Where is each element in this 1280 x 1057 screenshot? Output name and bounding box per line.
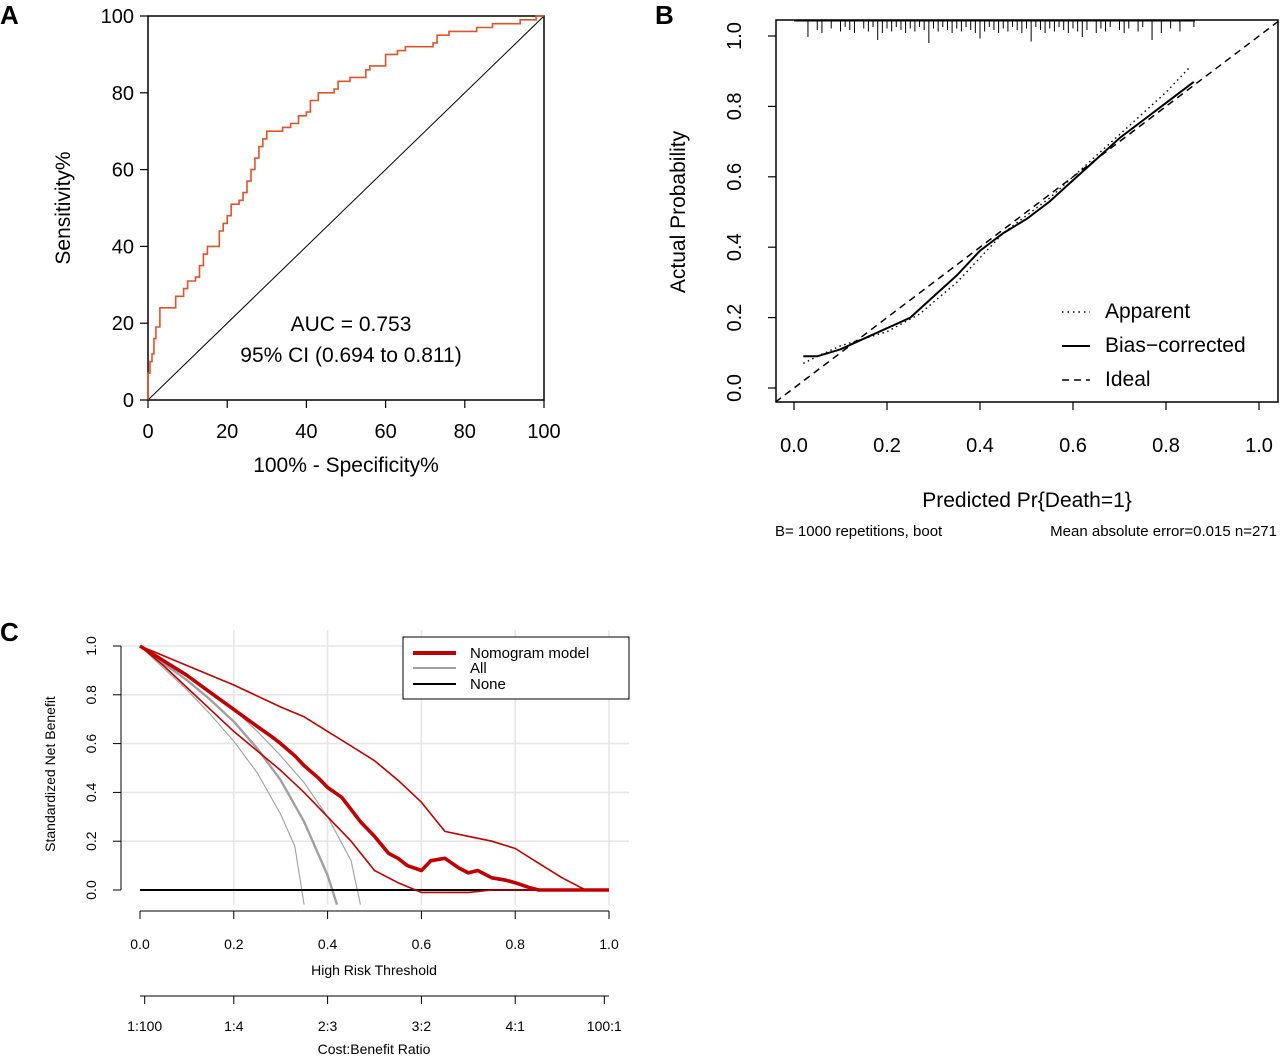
roc-x-tick-label: 100 [527,421,560,443]
dca-x-tick-label: 0.8 [505,936,525,952]
dca-y-axis-label: Standardized Net Benefit [42,696,58,852]
dca-x-tick-label: 0.2 [224,936,244,952]
dca-legend: Nomogram model All None [402,636,630,700]
roc-y-tick-label: 100 [101,6,134,28]
dca-y-tick-label: 0.6 [83,734,99,754]
dca-x-axis-label: High Risk Threshold [311,962,437,978]
calibration-x-tick-label: 0.4 [966,435,994,457]
roc-x-tick-label: 80 [454,421,476,443]
panel-label-a: A [0,0,19,30]
dca-cost-axis-label: Cost:Benefit Ratio [318,1041,431,1057]
dca-y-tick-label: 0.8 [83,685,99,705]
roc-auc-annotation: AUC = 0.753 [291,313,412,336]
dca-y-tick-label: 1.0 [83,636,99,656]
calibration-chart: 0.0 0.2 0.4 0.6 0.8 1.0 0.0 0.2 0.4 0.6 0.8 1.0 Pr… [667,19,1279,540]
calibration-x-axis-label: Predicted Pr{Death=1} [922,489,1132,512]
roc-x-tick-label: 40 [295,421,317,443]
dca-cost-tick-label: 3:2 [412,1018,432,1034]
panel-label-c: C [0,617,19,647]
roc-curve [147,15,544,400]
roc-x-tick-label: 0 [142,421,153,443]
dca-y-tick-label: 0.4 [83,782,99,802]
calibration-y-tick-label: 0.4 [724,233,746,261]
roc-y-tick-label: 20 [112,313,134,335]
roc-y-tick-label: 0 [123,390,134,412]
dca-line-thick [139,644,609,892]
calibration-line-dashed [776,21,1278,402]
dca-x-tick-label: 0.0 [130,936,150,952]
calibration-plot-frame [775,19,1279,403]
legend-label-apparent: Apparent [1105,300,1190,323]
calibration-y-tick-label: 0.0 [724,374,746,402]
dca-y-tick-label: 0.2 [83,831,99,851]
calibration-x-tick-label: 1.0 [1245,435,1273,457]
panel-label-b: B [655,0,674,30]
calibration-x-tick-label: 0.6 [1059,435,1087,457]
dca-cost-tick-label: 4:1 [505,1018,525,1034]
dca-cost-tick-label: 100:1 [587,1018,622,1034]
calibration-x-tick-label: 0.0 [780,435,808,457]
calibration-y-axis-label: Actual Probability [667,130,690,293]
calibration-x-tick-label: 0.8 [1152,435,1180,457]
roc-x-tick-label: 20 [216,421,238,443]
calibration-x-tick-label: 0.2 [873,435,901,457]
legend-label-ideal: Ideal [1105,368,1151,391]
dca-line-thin [139,645,609,891]
roc-chart: 0 20 40 60 80 100 0 20 40 60 80 100 100% - Specifi… [52,6,561,477]
calibration-y-tick-label: 0.6 [724,163,746,191]
calibration-legend: Apparent Bias−corrected Ideal [1062,300,1246,391]
calibration-y-tick-label: 1.0 [724,22,746,50]
dca-cost-tick-label: 1:100 [127,1018,162,1034]
roc-x-tick-label: 60 [374,421,396,443]
dca-x-tick-label: 0.4 [318,936,338,952]
calibration-y-tick-label: 0.8 [724,92,746,120]
dca-line-gray-thin [139,645,305,905]
calibration-bootstrap-note: B= 1000 repetitions, boot [775,523,943,540]
roc-reference-diagonal [147,15,545,401]
legend-label-bias-corrected: Bias−corrected [1105,334,1246,357]
dca-x-tick-label: 0.6 [412,936,432,952]
roc-plot-frame [147,15,545,401]
roc-y-axis-label: Sensitivity% [52,151,75,264]
calibration-line-solid [803,81,1195,358]
calibration-y-tick-label: 0.2 [724,304,746,332]
dca-line-gray [139,645,339,905]
roc-y-tick-label: 60 [112,160,134,182]
calibration-error-note: Mean absolute error=0.015 n=271 [1050,523,1277,540]
roc-ci-annotation: 95% CI (0.694 to 0.811) [240,344,461,367]
dca-x-tick-label: 1.0 [599,936,619,952]
roc-y-tick-label: 40 [112,236,134,258]
decision-curve-chart: 0.0 0.2 0.4 0.6 0.8 1.0 0.0 0.2 0.4 0.6 0.8 1.0 1:… [42,630,630,1057]
dca-y-tick-label: 0.0 [83,880,99,900]
dca-line-thin [139,645,609,894]
dca-cost-tick-label: 2:3 [318,1018,338,1034]
dca-cost-tick-label: 1:4 [224,1018,244,1034]
roc-y-tick-label: 80 [112,83,134,105]
legend-label-all: All [470,660,487,677]
roc-x-axis-label: 100% - Specificity% [253,454,439,477]
legend-label-none: None [470,676,506,693]
legend-label-nomogram: Nomogram model [470,645,589,662]
